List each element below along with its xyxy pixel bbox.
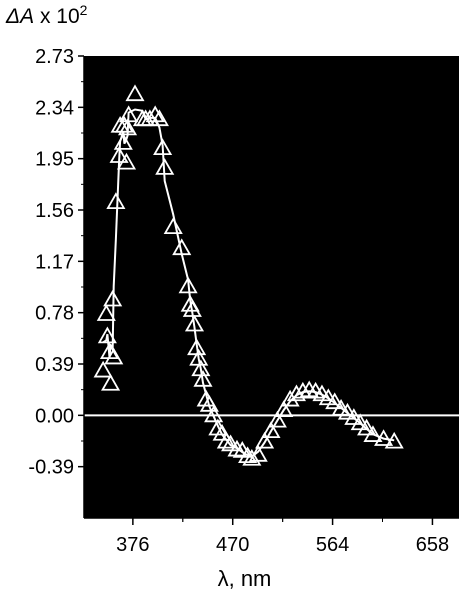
y-axis-symbol: ΔA — [6, 5, 35, 28]
data-point — [145, 105, 165, 123]
y-tick-label: 1.95 — [35, 149, 74, 171]
data-point — [261, 421, 281, 439]
y-axis-title: ΔA x 102 — [6, 2, 87, 29]
data-point — [104, 347, 124, 365]
data-point — [172, 238, 192, 256]
y-tick-label: 1.17 — [35, 251, 74, 273]
y-tick-label: 0.00 — [35, 405, 74, 427]
data-point — [337, 402, 358, 420]
data-point — [163, 217, 183, 235]
data-point — [325, 392, 345, 410]
data-point — [153, 138, 173, 156]
y-axis-exponent: 2 — [79, 2, 88, 18]
data-point — [227, 439, 247, 457]
y-tick-label: 2.34 — [35, 97, 74, 119]
data-point — [293, 381, 313, 399]
x-tick-label: 376 — [116, 534, 149, 556]
y-axis: 2.73 2.34 1.95 1.56 1.17 0.78 0.39 0.00 -0.39 — [28, 46, 85, 518]
data-point — [97, 326, 117, 344]
data-point — [199, 394, 219, 412]
x-tick-label: 658 — [416, 534, 449, 556]
data-point — [204, 405, 224, 423]
data-point — [184, 314, 205, 332]
x-tick-label: 564 — [316, 534, 349, 556]
y-axis-scale: x 10 — [34, 5, 80, 28]
data-point — [140, 109, 160, 127]
data-point — [119, 105, 139, 123]
y-tick-label: 0.78 — [35, 303, 74, 325]
data-point — [109, 146, 129, 163]
data-point — [116, 152, 137, 170]
data-point — [384, 431, 404, 449]
data-point — [96, 304, 116, 321]
plot-area — [84, 56, 459, 518]
data-point — [106, 192, 126, 210]
y-tick-label: -0.39 — [28, 457, 74, 479]
data-point — [267, 410, 287, 428]
data-point — [350, 413, 370, 431]
data-point — [242, 448, 262, 466]
data-point — [182, 300, 202, 317]
data-point — [248, 445, 268, 462]
data-point — [374, 429, 394, 446]
data-point — [155, 158, 175, 175]
data-point — [221, 434, 241, 452]
data-point — [113, 133, 133, 150]
data-point — [238, 446, 258, 464]
data-point — [149, 109, 169, 127]
data-point — [286, 384, 307, 402]
data-point — [255, 431, 275, 449]
data-point — [193, 369, 213, 387]
data-point — [363, 425, 383, 442]
y-tick-label: 1.56 — [35, 200, 74, 222]
data-point — [216, 431, 236, 449]
x-axis: 376 470 564 658 — [84, 517, 459, 556]
data-point — [125, 84, 145, 102]
data-point — [103, 289, 123, 307]
x-tick-label: 470 — [216, 534, 249, 556]
data-point — [101, 373, 121, 391]
y-tick-label: 0.39 — [35, 354, 74, 376]
data-point — [274, 400, 294, 417]
data-point — [344, 408, 364, 425]
y-tick-label: 2.73 — [35, 46, 74, 68]
data-point — [114, 115, 134, 133]
data-point — [178, 276, 198, 294]
data-point — [357, 418, 377, 436]
x-axis-title: λ, nm — [217, 566, 272, 591]
data-point — [118, 118, 138, 136]
data-point — [93, 360, 113, 378]
data-markers — [93, 84, 404, 466]
